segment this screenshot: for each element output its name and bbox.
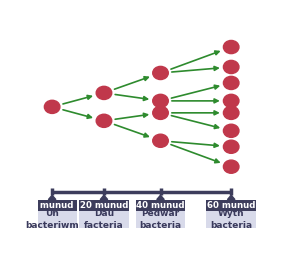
Circle shape (223, 124, 239, 137)
Circle shape (96, 86, 112, 99)
FancyBboxPatch shape (79, 211, 129, 228)
Circle shape (223, 106, 239, 119)
Text: Dau
facteria: Dau facteria (84, 209, 124, 231)
Text: 40 munud: 40 munud (136, 201, 185, 210)
Polygon shape (48, 195, 56, 200)
Text: Pedwar
bacteria: Pedwar bacteria (140, 209, 181, 231)
FancyBboxPatch shape (27, 200, 77, 211)
FancyBboxPatch shape (136, 200, 185, 211)
Text: 60 munud: 60 munud (207, 201, 255, 210)
Circle shape (96, 114, 112, 127)
Circle shape (223, 60, 239, 74)
Text: Wyth
bacteria: Wyth bacteria (210, 209, 252, 231)
FancyBboxPatch shape (136, 211, 185, 228)
Circle shape (223, 140, 239, 153)
Circle shape (153, 94, 168, 107)
Circle shape (153, 106, 168, 119)
Polygon shape (227, 195, 235, 200)
Polygon shape (100, 195, 108, 200)
FancyBboxPatch shape (27, 211, 77, 228)
Polygon shape (157, 195, 164, 200)
Circle shape (44, 100, 60, 113)
Text: Un
bacteriwm: Un bacteriwm (25, 209, 79, 231)
FancyBboxPatch shape (206, 200, 256, 211)
Circle shape (153, 134, 168, 147)
Text: 0 munud: 0 munud (31, 201, 73, 210)
Circle shape (223, 160, 239, 173)
Circle shape (223, 94, 239, 107)
Text: 20 munud: 20 munud (80, 201, 128, 210)
FancyBboxPatch shape (79, 200, 129, 211)
Circle shape (223, 40, 239, 54)
FancyBboxPatch shape (206, 211, 256, 228)
Circle shape (223, 76, 239, 90)
Circle shape (153, 66, 168, 80)
